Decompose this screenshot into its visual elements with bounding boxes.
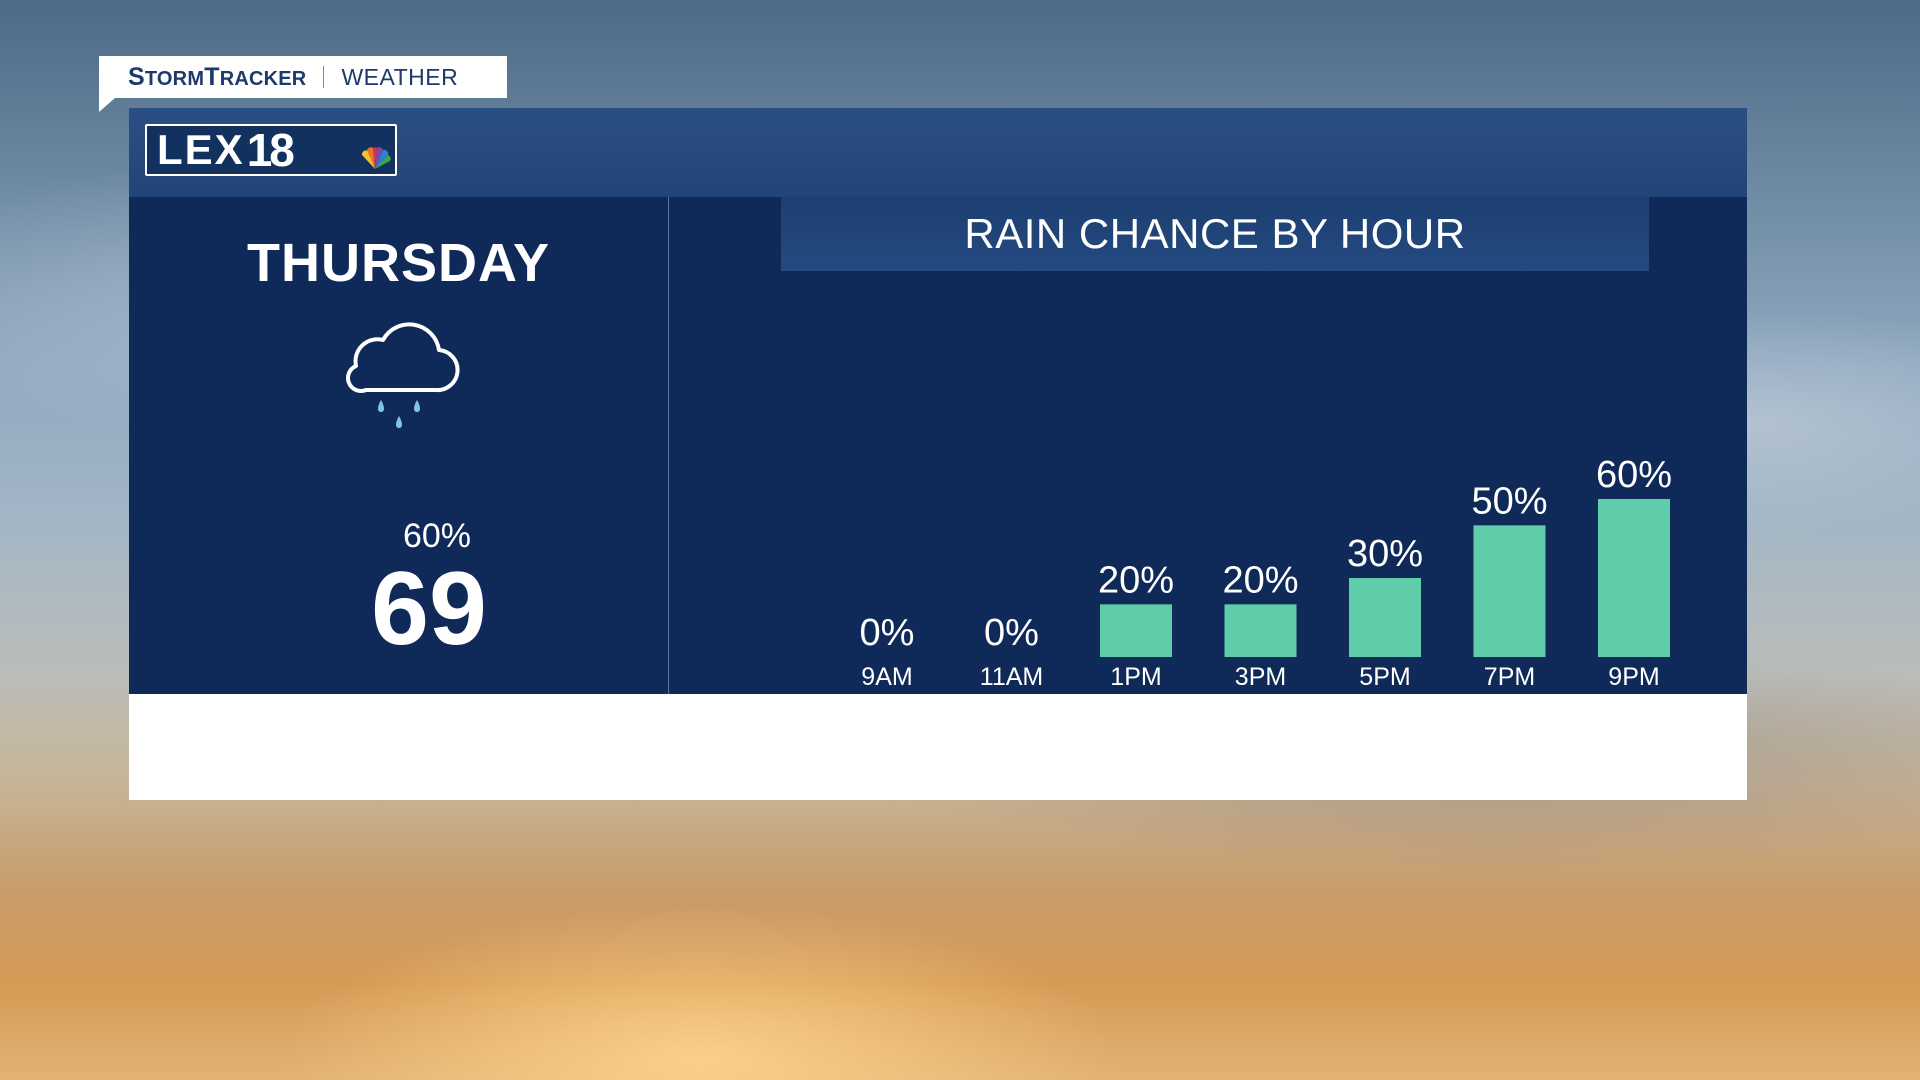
rain-chance-chart: 0% 9AM 0% 11AM 20% 1PM 20% 3PM 30% 5PM 50% 7PM 60% 9P… [860,454,1672,691]
tag-subtitle: WEATHER [341,63,459,90]
bar-9pm [1598,499,1670,657]
value-label-3pm: 20% [1222,559,1298,601]
rain-cloud-icon [346,322,460,428]
day-summary: THURSDAY 60% 69 [129,197,669,694]
bar-3pm [1224,604,1297,657]
category-label-3pm: 3PM [1235,663,1286,691]
category-label-9am: 9AM [861,663,912,691]
value-label-5pm: 30% [1347,533,1423,575]
value-label-1pm: 20% [1098,559,1174,601]
day-label: THURSDAY [246,233,551,293]
precip-chance: 60% [402,517,472,555]
chart-title: RAIN CHANCE BY HOUR [781,197,1649,271]
station-logo: LEX 18 [145,124,397,176]
bar-7pm [1473,525,1546,657]
value-label-11am: 0% [984,612,1039,654]
category-label-7pm: 7PM [1484,663,1535,691]
value-label-9am: 0% [860,612,915,654]
bar-1pm [1100,604,1172,657]
bar-5pm [1349,578,1421,657]
tag-divider [323,66,325,88]
category-label-11am: 11AM [980,663,1043,691]
tag-brand-name: STORMTRACKER [128,62,307,91]
peacock-icon [361,147,391,169]
stormtracker-tag: STORMTRACKER WEATHER [99,56,507,98]
tag-tail [99,98,115,112]
category-label-5pm: 5PM [1359,663,1410,691]
bottom-strip [129,694,1747,800]
value-label-7pm: 50% [1471,480,1547,522]
logo-number: 18 [246,124,295,176]
value-label-9pm: 60% [1596,454,1672,496]
logo-text: LEX [157,126,245,173]
header-bar: LEX 18 [129,108,1747,197]
forecast-panel: THURSDAY 60% 69 RAIN CHANCE BY HOUR 0% 9A… [129,197,1747,694]
category-label-1pm: 1PM [1110,663,1161,691]
category-label-9pm: 9PM [1608,663,1659,691]
high-temperature: 69 [371,551,487,667]
